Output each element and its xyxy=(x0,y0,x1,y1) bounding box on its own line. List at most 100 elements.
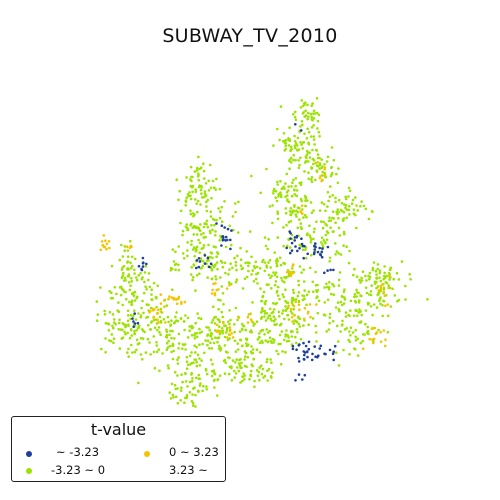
point-neg-small xyxy=(364,309,368,312)
point-neg-small xyxy=(227,273,230,276)
point-neg-small xyxy=(269,358,272,361)
point-neg-small xyxy=(355,226,358,230)
point-neg-small xyxy=(230,379,234,382)
point-neg-small xyxy=(172,396,175,399)
point-neg-small xyxy=(349,334,352,337)
point-neg-small xyxy=(239,246,242,250)
point-neg-small xyxy=(328,260,332,263)
point-neg-small xyxy=(285,329,288,332)
point-neg-small xyxy=(96,313,100,316)
point-neg-small xyxy=(194,351,197,354)
point-neg-small xyxy=(172,349,175,353)
point-pos-small xyxy=(173,297,176,300)
point-neg-small xyxy=(198,331,202,335)
point-neg-small xyxy=(349,299,353,303)
point-neg-small xyxy=(195,274,199,277)
point-neg-large xyxy=(313,248,317,251)
point-neg-small xyxy=(376,267,380,271)
point-neg-small xyxy=(214,336,217,340)
point-pos-small xyxy=(228,329,232,333)
point-neg-small xyxy=(225,328,229,332)
point-neg-small xyxy=(342,348,345,352)
point-neg-small xyxy=(297,283,301,287)
point-neg-large xyxy=(294,245,297,248)
point-neg-small xyxy=(275,264,279,267)
point-neg-small xyxy=(318,163,322,167)
point-neg-small xyxy=(130,299,134,303)
point-neg-large xyxy=(297,373,301,376)
point-neg-small xyxy=(180,386,183,390)
point-neg-small xyxy=(144,264,148,268)
point-neg-small xyxy=(215,255,218,258)
point-neg-small xyxy=(287,200,291,204)
point-neg-small xyxy=(186,336,190,339)
point-neg-small xyxy=(118,286,122,289)
point-neg-small xyxy=(321,165,324,168)
point-neg-small xyxy=(296,136,300,140)
point-neg-small xyxy=(152,335,156,338)
point-neg-small xyxy=(245,365,248,369)
point-neg-small xyxy=(126,268,129,271)
point-neg-small xyxy=(303,132,306,136)
point-pos-small xyxy=(308,303,312,306)
point-neg-small xyxy=(197,373,201,377)
point-neg-small xyxy=(218,216,222,220)
point-neg-small xyxy=(172,260,176,263)
point-neg-small xyxy=(336,208,340,211)
point-neg-small xyxy=(220,327,224,330)
point-neg-small xyxy=(371,313,374,317)
point-neg-small xyxy=(335,324,339,328)
point-neg-large xyxy=(226,227,230,231)
point-neg-small xyxy=(227,356,230,359)
point-neg-small xyxy=(291,209,295,212)
point-neg-small xyxy=(253,264,256,268)
point-neg-small xyxy=(366,325,370,329)
point-neg-small xyxy=(329,226,332,229)
point-neg-small xyxy=(173,370,177,374)
point-neg-small xyxy=(161,352,164,355)
point-neg-small xyxy=(297,299,301,303)
point-pos-small xyxy=(309,315,312,319)
point-neg-small xyxy=(367,274,370,278)
point-neg-small xyxy=(288,246,292,249)
point-neg-small xyxy=(311,157,315,161)
point-neg-large xyxy=(206,256,210,260)
point-neg-small xyxy=(255,272,258,276)
point-neg-small xyxy=(197,178,200,182)
point-pos-small xyxy=(246,321,250,324)
point-neg-small xyxy=(113,286,117,289)
point-neg-small xyxy=(240,361,243,365)
point-neg-small xyxy=(278,297,281,301)
point-neg-small xyxy=(279,180,282,183)
point-neg-small xyxy=(336,301,340,304)
point-neg-small xyxy=(200,266,203,270)
point-neg-small xyxy=(190,399,194,403)
point-neg-small xyxy=(291,181,294,184)
point-neg-small xyxy=(386,314,390,318)
point-neg-small xyxy=(181,347,184,350)
point-neg-small xyxy=(129,261,132,265)
point-neg-small xyxy=(254,277,258,281)
point-neg-small xyxy=(177,245,180,248)
point-neg-small xyxy=(129,284,132,288)
point-neg-small xyxy=(291,211,294,214)
point-neg-small xyxy=(195,331,199,335)
point-neg-small xyxy=(125,297,128,301)
point-neg-small xyxy=(195,335,199,339)
point-neg-small xyxy=(179,209,183,213)
point-neg-small xyxy=(131,351,134,354)
point-neg-small xyxy=(207,179,210,183)
point-neg-small xyxy=(288,126,291,129)
point-neg-small xyxy=(323,240,327,244)
point-neg-small xyxy=(261,260,264,264)
point-neg-small xyxy=(191,377,194,380)
point-neg-small xyxy=(166,346,170,349)
point-neg-small xyxy=(249,369,253,373)
point-neg-small xyxy=(287,137,290,140)
point-neg-small xyxy=(284,138,288,142)
point-neg-small xyxy=(287,144,291,147)
point-pos-small xyxy=(159,310,163,313)
point-neg-small xyxy=(337,278,341,282)
point-neg-large xyxy=(305,350,309,353)
